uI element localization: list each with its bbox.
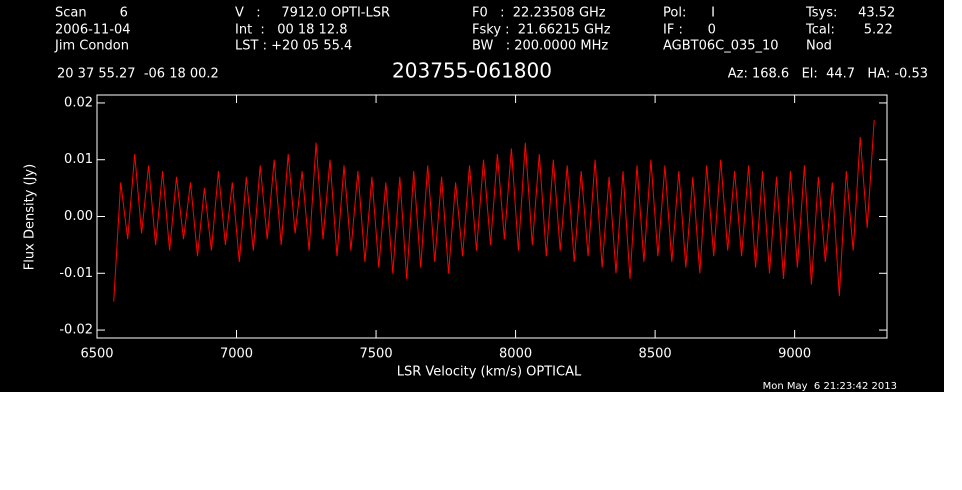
position: Az: 168.6 El: 44.7 HA: -0.53: [728, 67, 928, 82]
x-axis-label: LSR Velocity (km/s) OPTICAL: [397, 365, 582, 380]
y-tick-label: 0.01: [64, 152, 93, 167]
spectrum-line: [113, 119, 875, 302]
header-field: V : 7912.0 OPTI-LSR: [235, 6, 390, 21]
header-field: Jim Condon: [54, 39, 129, 54]
header-field: LST : +20 05 55.4: [235, 39, 352, 54]
x-tick-label: 7000: [220, 347, 253, 362]
y-tick-label: 0.02: [64, 95, 93, 110]
y-axis-label: Flux Density (Jy): [23, 164, 38, 270]
header-field: AGBT06C_035_10: [663, 39, 779, 54]
header-field: Int : 00 18 12.8: [235, 23, 348, 38]
header-field: 2006-11-04: [55, 23, 131, 38]
header-field: Tcal: 5.22: [805, 23, 893, 38]
header-field: BW : 200.0000 MHz: [472, 39, 608, 54]
header-field: Scan 6: [55, 6, 128, 21]
timestamp: Mon May 6 21:23:42 2013: [763, 381, 897, 392]
coordinates: 20 37 55.27 -06 18 00.2: [57, 67, 219, 82]
x-tick-label: 8500: [639, 347, 672, 362]
header-field: IF : 0: [663, 23, 716, 38]
y-tick-label: -0.01: [59, 266, 93, 281]
header-field: F0 : 22.23508 GHz: [472, 6, 606, 21]
header-field: Tsys: 43.52: [805, 6, 895, 21]
header-field: Nod: [806, 39, 832, 54]
y-tick-label: -0.02: [59, 323, 93, 338]
x-tick-label: 6500: [80, 347, 113, 362]
x-tick-label: 7500: [360, 347, 393, 362]
chart-title: 203755-061800: [392, 59, 552, 83]
y-tick-label: 0.00: [64, 209, 93, 224]
header-field: Pol: I: [663, 6, 715, 21]
x-tick-label: 9000: [778, 347, 811, 362]
header-field: Fsky : 21.66215 GHz: [472, 23, 611, 38]
x-tick-label: 8000: [499, 347, 532, 362]
